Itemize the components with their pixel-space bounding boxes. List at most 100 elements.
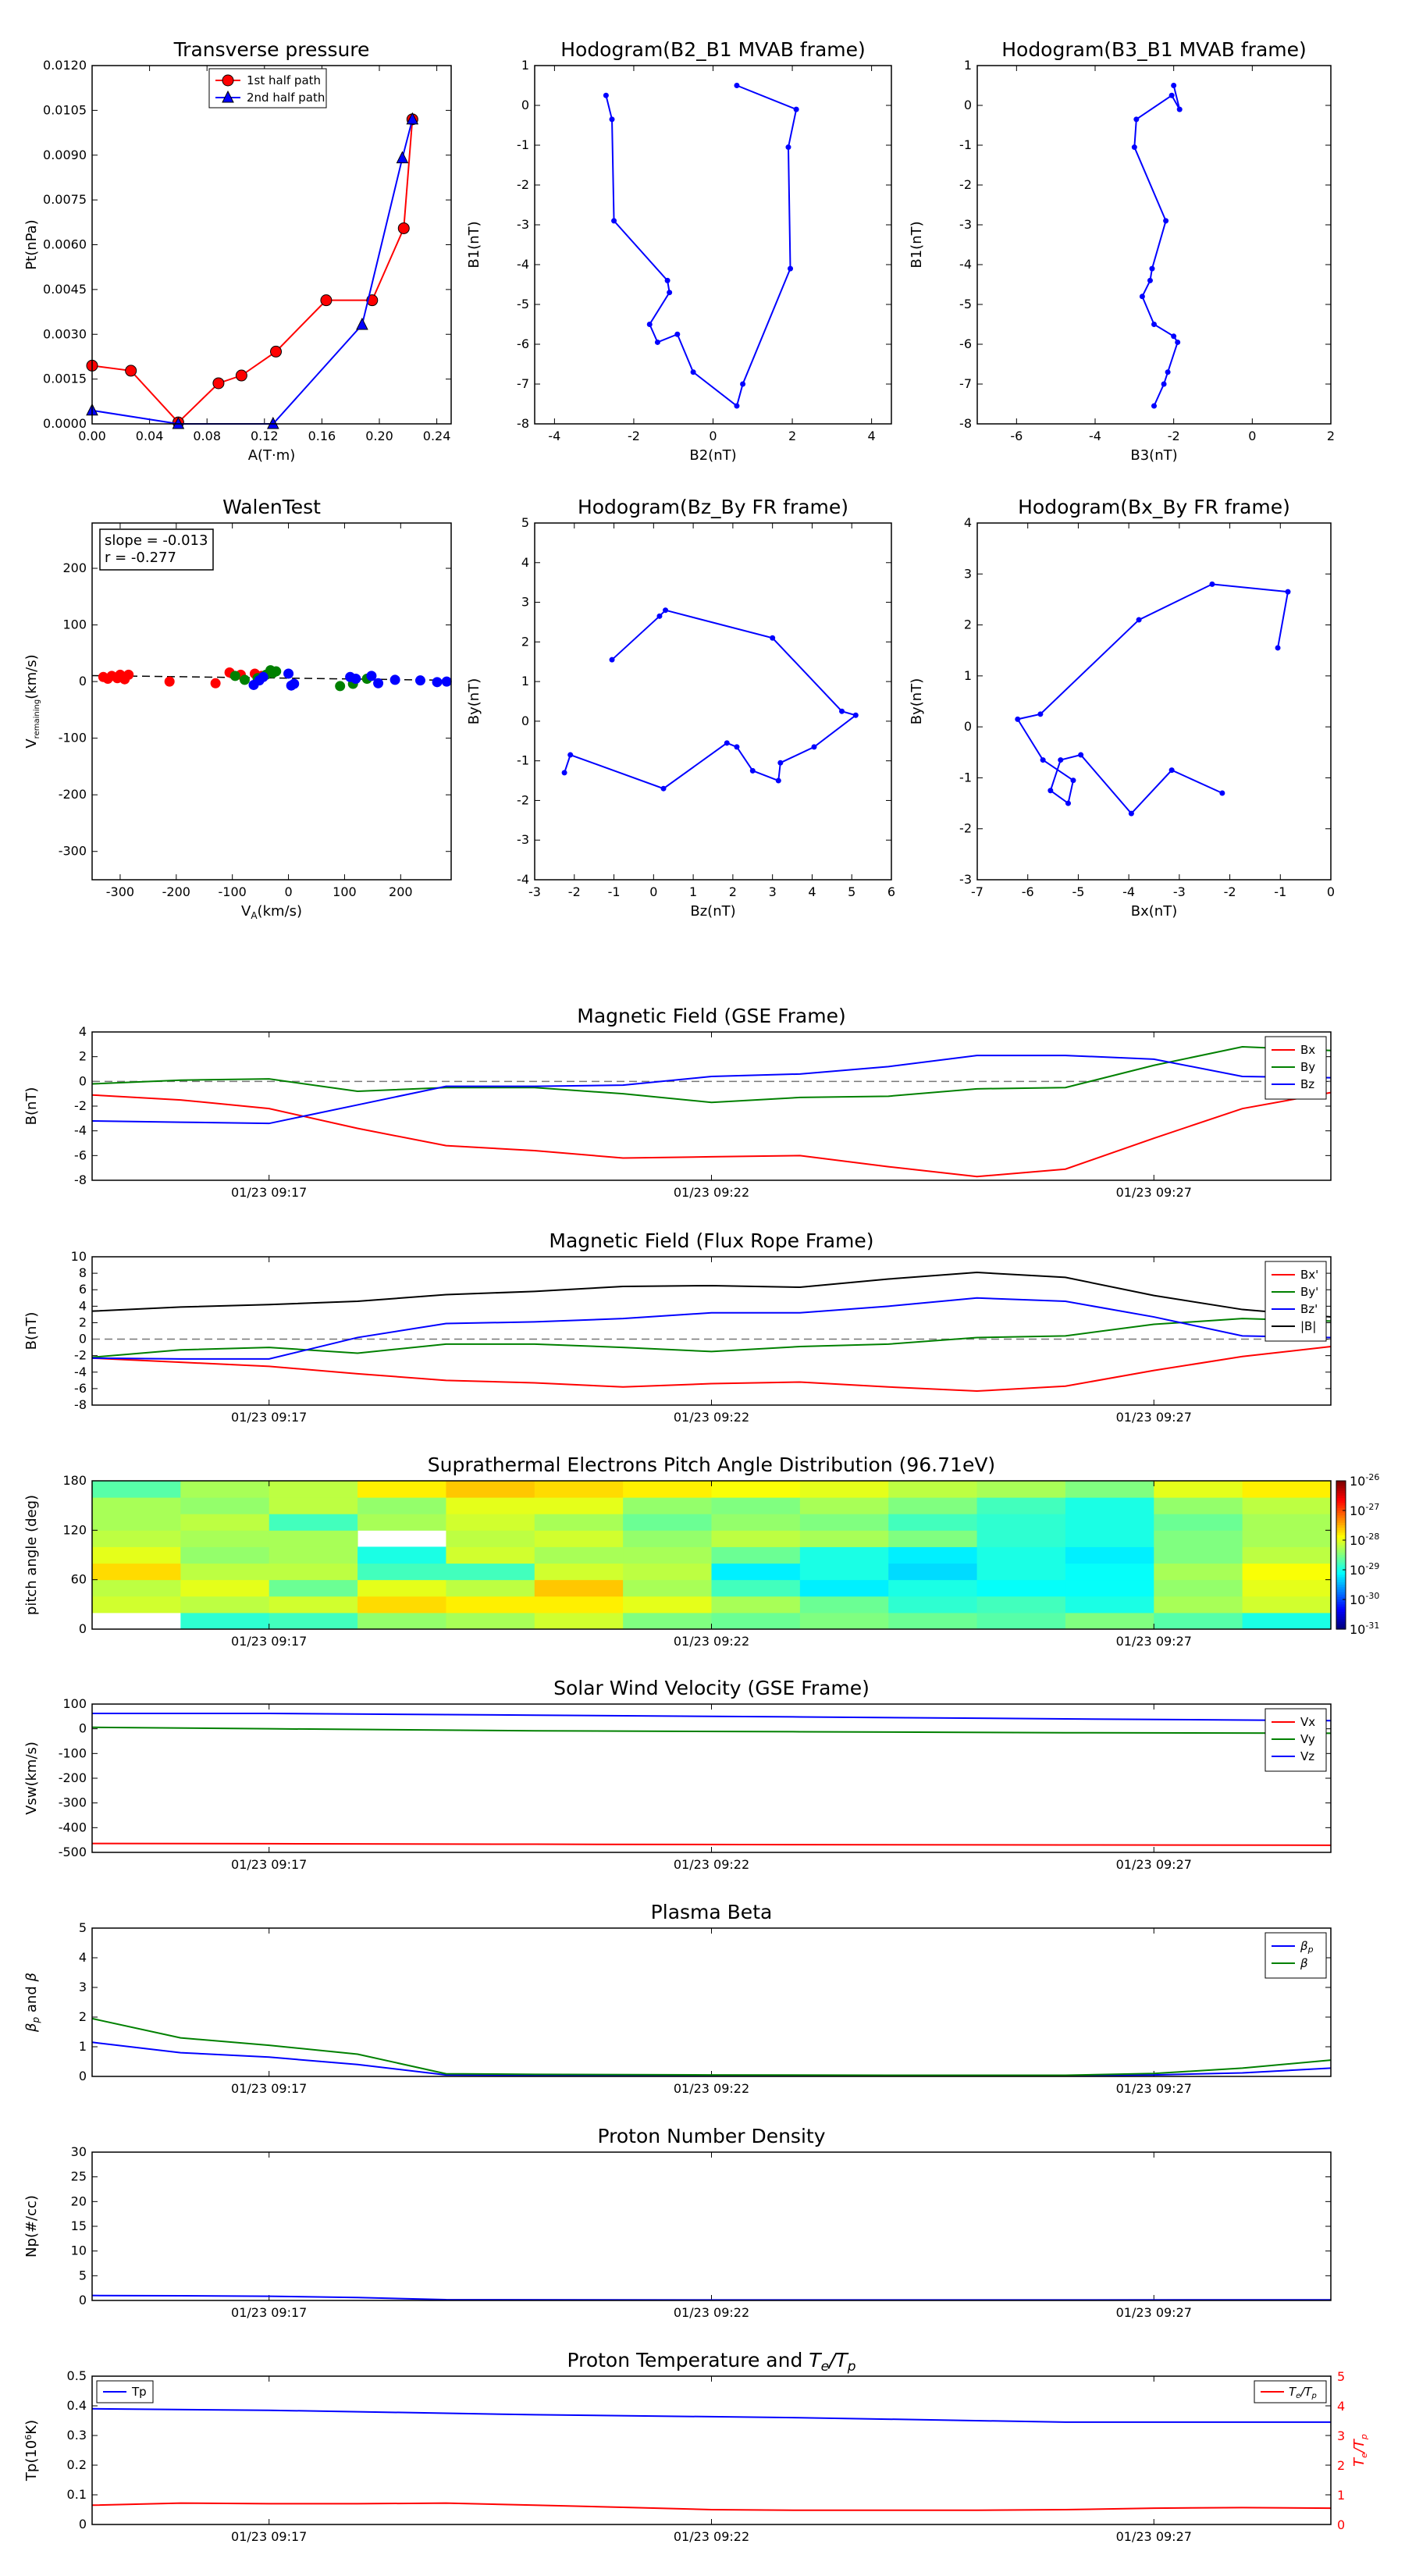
colorbar-segment [1336,1507,1346,1511]
y-tick-label: 120 [62,1522,87,1537]
heatmap-cell [446,1612,535,1630]
y-tick-label: -300 [59,1795,87,1810]
heatmap-cell [623,1612,712,1630]
legend-label: Vy [1300,1732,1315,1746]
y-tick-label: 0.1 [67,2487,87,2502]
y-tick-label: 2 [79,1049,87,1064]
y-axis-label: By(nT) [909,678,925,724]
chart-hodogram-b3-b1: Hodogram(B3_B1 MVAB frame) -8 -7 -6 -5 -4 -3 -2… [909,38,1335,464]
y-tick-label: -7 [959,376,972,391]
chart-proton-number-density: Proton Number Density 0 5 10 15 20 25 30 01/23 0… [23,2125,1332,2320]
data-point [1133,116,1140,123]
x-tick-label: -2 [628,429,640,443]
legend-label: By' [1300,1285,1318,1299]
colorbar-segment [1336,1513,1346,1516]
heatmap-cell [92,1563,181,1581]
heatmap-cell [357,1563,446,1581]
data-point [1219,790,1225,796]
series-line [91,119,414,425]
y-tick-label: -5 [517,297,529,311]
colorbar-segment [1336,1582,1346,1585]
heatmap-cell [799,1579,889,1597]
heatmap-cell [888,1563,978,1581]
colorbar-segment [1336,1579,1346,1583]
x-axis-label: VA(km/s) [241,903,302,921]
data-point [1168,92,1175,98]
x-tick-label: -2 [568,884,581,899]
data-point [1058,757,1064,763]
y-axis-label: Tp(106K) [23,2420,40,2482]
y-axis-label-rest: K) [23,2420,40,2435]
y-tick-label: 0.4 [67,2398,87,2413]
heatmap-cell [1154,1612,1243,1630]
colorbar-segment [1336,1530,1346,1534]
chart-transverse-pressure: Transverse pressure 0.0000 0.0015 0.0030 0.0… [23,38,451,464]
y-tick-label: 15 [71,2218,87,2233]
heatmap-cell [888,1514,978,1531]
plot-frame [976,65,1332,425]
y-tick-label: -100 [59,1745,87,1760]
y-tick-label: -400 [59,1820,87,1834]
heatmap-cell [446,1530,535,1547]
colorbar-segment [1336,1621,1346,1625]
x-tick-label: -4 [1122,884,1135,899]
x-tick-label: -100 [219,884,247,899]
heatmap-cell [269,1546,358,1564]
title-math: T [809,2349,822,2371]
heatmap-cell [976,1596,1066,1614]
scatter-point [283,668,294,679]
colorbar-segment [1336,1557,1346,1560]
colorbar-segment [1336,1577,1346,1581]
y-tick-label: 2 [79,1315,87,1329]
heatmap-cell [888,1546,978,1564]
x-tick-label: 0.08 [193,429,221,443]
y-tick-label: 25 [71,2169,87,2184]
scatter-point [258,671,269,682]
heatmap-cell [534,1563,624,1581]
y-tick-label: 4 [79,1950,87,1965]
data-point [1209,581,1215,587]
series-line [91,1842,1332,1846]
x-axis-label: B2(nT) [689,447,736,464]
colorbar-segment [1336,1609,1346,1613]
heatmap-cell [269,1497,358,1514]
chart-pitch-angle-distribution: Suprathermal Electrons Pitch Angle Distr… [23,1453,1379,1649]
heatmap-cell [180,1497,270,1514]
y-tick-label: 0.0045 [43,282,87,297]
colorbar-segment [1336,1522,1346,1526]
x-tick-label: 01/23 09:17 [231,2081,307,2096]
heatmap-cell [446,1579,535,1597]
data-point [1176,106,1183,112]
y-tick-label: 0.0075 [43,192,87,207]
heatmap-cell [180,1514,270,1531]
y-tick-label: 0 [79,674,87,688]
colorbar-tick-label: 10-30 [1350,1591,1379,1607]
data-point [1015,716,1021,722]
colorbar-exponent: -26 [1365,1472,1379,1482]
heatmap-cell [711,1546,801,1564]
data-point [1131,144,1137,151]
colorbar-segment [1336,1602,1346,1605]
data-point [172,416,185,429]
x-tick-label: -7 [971,884,984,899]
heatmap-cell [711,1481,801,1498]
y-tick-label: -3 [959,217,972,232]
data-point [356,317,368,330]
data-point [320,294,333,307]
x-tick-label: 0 [709,429,717,443]
heatmap-cell [1065,1612,1154,1630]
y-tick-label: 4 [79,1298,87,1313]
y-tick-label: 3 [521,595,529,610]
series-line [91,1318,1332,1358]
colorbar-segment [1336,1493,1346,1496]
colorbar-segment [1336,1517,1346,1521]
heatmap-cell [1242,1596,1332,1614]
y-tick-label: -300 [59,844,87,859]
scatter-point [229,671,240,681]
colorbar-segment [1336,1555,1346,1558]
data-point [1168,767,1175,774]
data-point [775,777,781,784]
x-tick-label: -4 [1089,429,1101,443]
y-tick-label: 0.0030 [43,326,87,341]
